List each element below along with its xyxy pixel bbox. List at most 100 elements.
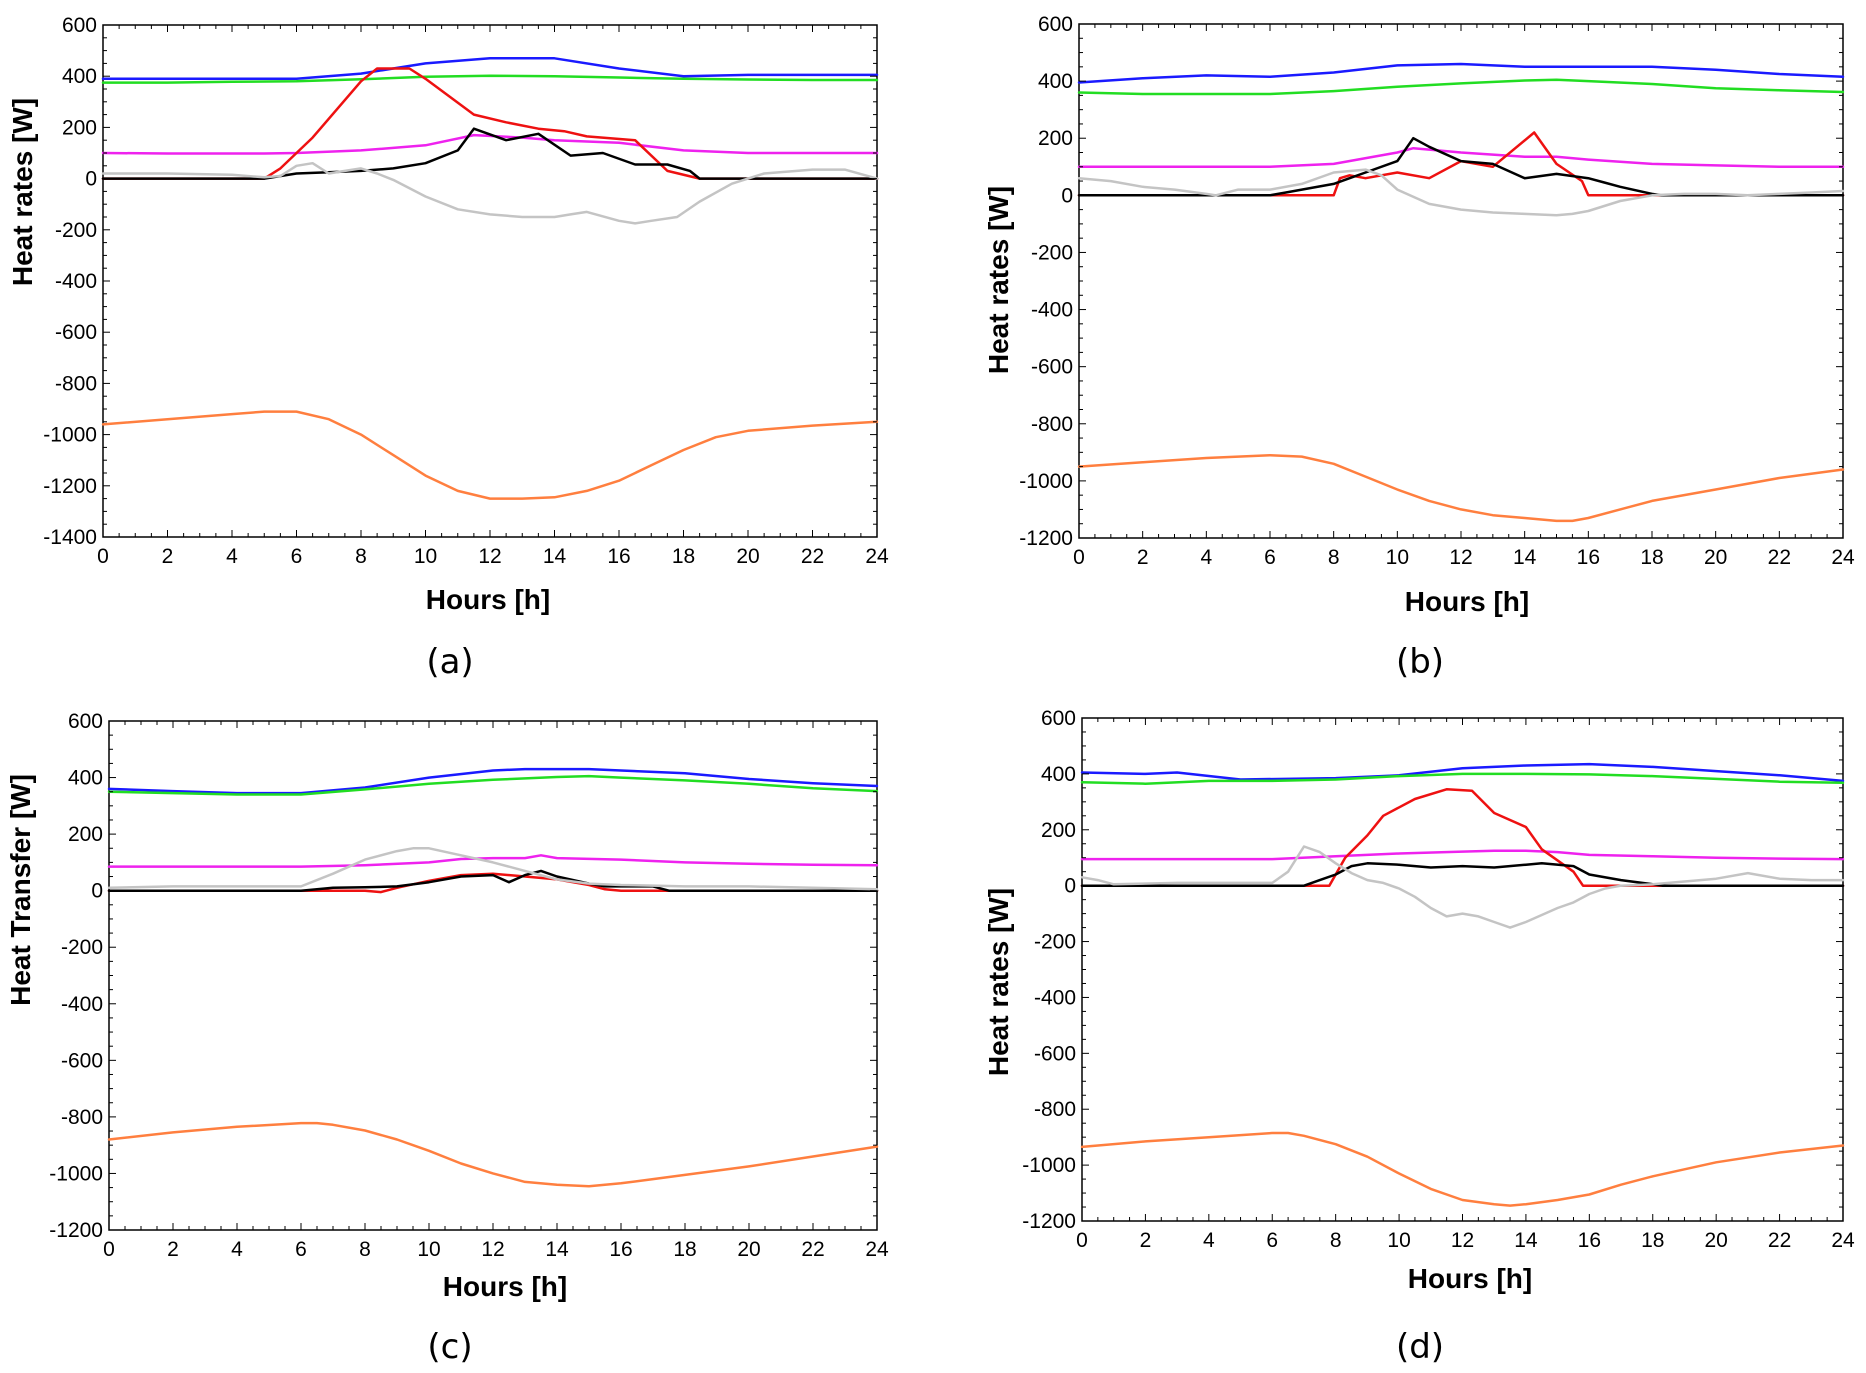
panel-d-series-magenta <box>1080 849 1845 861</box>
panel-c-ytick-label: 600 <box>68 710 103 733</box>
panel-d-xtick-label: 12 <box>1451 1229 1474 1252</box>
panel-b-ytick-label: -200 <box>1031 241 1073 264</box>
panel-b-series-black <box>1077 136 1845 197</box>
panel-b-ytick-label: 0 <box>1061 184 1073 207</box>
panel-b-series-magenta <box>1077 146 1845 169</box>
panel-d-xtick-label: 2 <box>1140 1229 1152 1252</box>
panel-b-xtick-label: 24 <box>1831 546 1855 569</box>
panel-d-xtick-label: 8 <box>1330 1229 1342 1252</box>
panel-a-ytick-label: 400 <box>62 65 97 88</box>
panel-a-ytick-label: -1200 <box>43 475 97 498</box>
panel-d-ytick-label: 400 <box>1041 763 1076 786</box>
panel-d-series-red <box>1080 788 1845 887</box>
panel-c-xtick-label: 22 <box>801 1238 824 1261</box>
panel-a-plot-frame <box>102 24 878 538</box>
panel-a-xtick-label: 14 <box>543 545 567 568</box>
panel-a-ytick-label: -400 <box>55 270 97 293</box>
panel-c-xtick-label: 10 <box>417 1238 440 1261</box>
panel-d-ytick-label: 600 <box>1041 707 1076 730</box>
panel-b-series-blue <box>1077 62 1845 84</box>
panel-c-ytick-label: -1000 <box>49 1162 103 1185</box>
panel-a-ylabel: Heat rates [W] <box>7 98 38 286</box>
panel-b-xtick-label: 16 <box>1577 546 1600 569</box>
panel-a-ytick-label: 200 <box>62 116 97 139</box>
panel-a-xtick-label: 0 <box>97 545 109 568</box>
panel-b-series-red <box>1077 131 1845 197</box>
panel-a-xtick-label: 6 <box>291 545 303 568</box>
panel-d-xtick-label: 14 <box>1514 1229 1538 1252</box>
panel-d-ytick-label: -600 <box>1034 1042 1076 1065</box>
panel-c-series-gray <box>107 847 879 891</box>
panel-c-ytick-label: 0 <box>91 880 103 903</box>
panel-a-series-black <box>101 127 879 180</box>
panel-d-xtick-label: 22 <box>1768 1229 1791 1252</box>
panel-b-plot-frame <box>1078 23 1844 539</box>
panel-b-ytick-label: -600 <box>1031 356 1073 379</box>
panel-d-ytick-label: -800 <box>1034 1098 1076 1121</box>
panel-d-ytick-label: -1000 <box>1022 1154 1076 1177</box>
panel-b-xtick-label: 8 <box>1328 546 1340 569</box>
panel-b-xtick-label: 12 <box>1449 546 1472 569</box>
panel-c-xtick-label: 4 <box>231 1238 243 1261</box>
panel-a-xtick-label: 8 <box>355 545 367 568</box>
panel-d-xlabel: Hours [h] <box>1408 1263 1532 1294</box>
panel-d-series-black <box>1080 862 1845 887</box>
panel-c-caption: (c) <box>427 1327 472 1367</box>
panel-a-xtick-label: 16 <box>607 545 630 568</box>
panel-b-xtick-label: 0 <box>1073 546 1085 569</box>
panel-a-xtick-label: 20 <box>736 545 759 568</box>
panel-d-ylabel: Heat rates [W] <box>983 888 1014 1076</box>
panel-b-caption: (b) <box>1396 642 1444 682</box>
panel-a-xtick-label: 22 <box>801 545 824 568</box>
panel-a-xtick-label: 12 <box>478 545 501 568</box>
panel-d: Heat rates [W] Hours [h] (d) 0 2 4 6 8 10 12 14… <box>983 707 1855 1367</box>
panel-b-xtick-label: 18 <box>1640 546 1663 569</box>
panel-c-series-orange <box>107 1121 879 1188</box>
panel-c-ytick-label: -400 <box>61 993 103 1016</box>
panel-c-xtick-label: 16 <box>609 1238 632 1261</box>
panel-d-series-blue <box>1080 762 1845 783</box>
panel-c-xlabel: Hours [h] <box>443 1271 567 1302</box>
panel-a-series-gray <box>101 161 879 225</box>
panel-b-xtick-label: 10 <box>1386 546 1409 569</box>
panel-d-series-orange <box>1080 1131 1845 1207</box>
panel-c-xtick-label: 18 <box>673 1238 696 1261</box>
panel-d-xtick-label: 4 <box>1203 1229 1215 1252</box>
panel-d-xtick-label: 10 <box>1387 1229 1410 1252</box>
panel-b-xtick-label: 4 <box>1200 546 1212 569</box>
panel-b-ytick-label: 600 <box>1038 13 1073 36</box>
panel-d-xtick-label: 0 <box>1076 1229 1088 1252</box>
panel-c-ytick-label: -1200 <box>49 1219 103 1242</box>
panel-c-ylabel: Heat Transfer [W] <box>5 774 36 1006</box>
panel-d-xtick-label: 6 <box>1266 1229 1278 1252</box>
panel-a-ytick-label: 600 <box>62 14 97 37</box>
panel-d-series-green <box>1080 772 1845 785</box>
panel-d-xtick-label: 24 <box>1831 1229 1855 1252</box>
panel-a-ytick-label: 0 <box>85 168 97 191</box>
panel-c-xtick-label: 6 <box>295 1238 307 1261</box>
panel-d-xtick-label: 16 <box>1578 1229 1601 1252</box>
panel-a-series-blue <box>101 57 879 81</box>
panel-b-xtick-label: 6 <box>1264 546 1276 569</box>
panel-b-series-orange <box>1077 453 1845 523</box>
panel-d-ytick-label: -400 <box>1034 986 1076 1009</box>
panel-b-ytick-label: -800 <box>1031 413 1073 436</box>
panel-a-series-orange <box>101 410 879 500</box>
panel-b-ytick-label: 400 <box>1038 70 1073 93</box>
panel-a-xtick-label: 18 <box>672 545 695 568</box>
panel-a-series-red <box>101 67 879 180</box>
panel-b-series-green <box>1077 78 1845 96</box>
panel-b-series-gray <box>1077 168 1845 217</box>
panel-c-xtick-label: 12 <box>481 1238 504 1261</box>
panel-a-xtick-label: 2 <box>162 545 174 568</box>
panel-b-ytick-label: -400 <box>1031 299 1073 322</box>
panel-b-ytick-label: 200 <box>1038 127 1073 150</box>
panel-a-xlabel: Hours [h] <box>426 584 550 615</box>
panel-a: Heat rates [W] Hours [h] (a) 0 2 4 6 8 10 12 14… <box>7 14 889 682</box>
panel-d-ytick-label: -200 <box>1034 931 1076 954</box>
panel-b: Heat rates [W] Hours [h] (b) 0 2 4 6 8 10 12 14… <box>983 13 1855 682</box>
panel-c-ytick-label: -800 <box>61 1106 103 1129</box>
panel-c-xtick-label: 20 <box>737 1238 760 1261</box>
panel-d-ytick-label: 0 <box>1064 875 1076 898</box>
